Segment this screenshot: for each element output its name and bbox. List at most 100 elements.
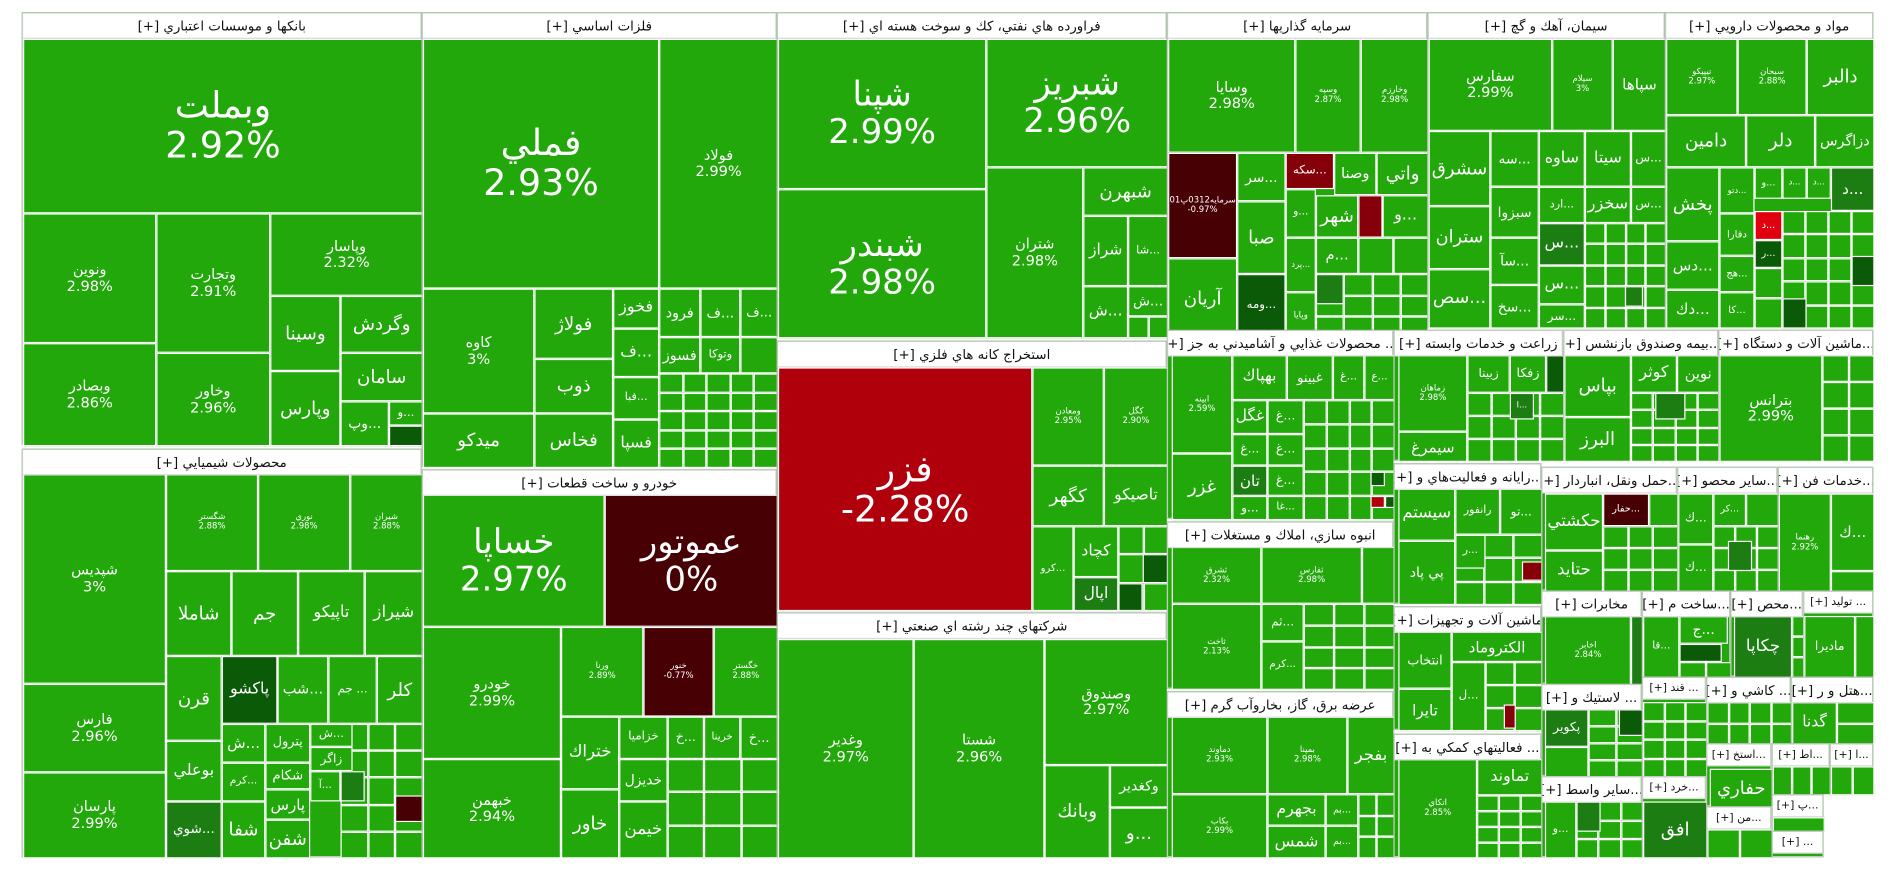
small-stock-tile[interactable] xyxy=(1334,625,1365,647)
stock-tile[interactable]: ختراك xyxy=(561,716,620,790)
stock-tile[interactable]: پترول xyxy=(265,723,311,763)
small-stock-tile[interactable] xyxy=(1630,427,1654,445)
small-stock-tile[interactable] xyxy=(1303,603,1335,626)
stock-tile[interactable]: دلر xyxy=(1746,115,1816,168)
small-stock-tile[interactable] xyxy=(1520,826,1543,843)
stock-tile[interactable] xyxy=(1727,540,1753,572)
sector-header[interactable]: بانکها و موسسات اعتباري [+] xyxy=(23,13,421,39)
small-stock-tile[interactable] xyxy=(754,373,778,393)
small-stock-tile[interactable] xyxy=(1630,444,1654,462)
stock-tile[interactable]: سشرق xyxy=(1428,130,1491,207)
stock-tile[interactable]: بكاب 2.99% xyxy=(1171,794,1268,859)
small-stock-tile[interactable] xyxy=(1605,286,1626,308)
small-stock-tile[interactable] xyxy=(1603,548,1629,570)
small-stock-tile[interactable] xyxy=(1756,569,1779,592)
small-stock-tile[interactable] xyxy=(1477,842,1499,859)
small-stock-tile[interactable] xyxy=(1344,274,1373,296)
small-stock-tile[interactable] xyxy=(1349,496,1372,521)
small-stock-tile[interactable] xyxy=(754,392,778,412)
small-stock-tile[interactable] xyxy=(1513,534,1543,559)
stock-tile[interactable]: ...سه xyxy=(1490,130,1539,187)
stock-tile[interactable]: خودرو 2.99% xyxy=(422,626,562,760)
stock-tile[interactable]: ...ش xyxy=(221,723,266,763)
small-stock-tile[interactable] xyxy=(1540,438,1565,462)
small-stock-tile[interactable] xyxy=(367,777,396,805)
stock-tile[interactable]: فخوز xyxy=(613,288,660,329)
stock-tile[interactable]: حكشتي xyxy=(1544,493,1604,551)
stock-tile[interactable]: سيستم xyxy=(1398,488,1456,541)
small-stock-tile[interactable] xyxy=(1349,472,1372,497)
small-stock-tile[interactable] xyxy=(1664,702,1686,721)
sector-header[interactable]: ... محصولات غذايي و آشاميدني به جز [+] xyxy=(1168,331,1393,357)
stock-tile[interactable]: ...م xyxy=(1315,237,1359,275)
stock-tile[interactable]: زفكا xyxy=(1509,355,1547,393)
stock-tile[interactable]: ...ش xyxy=(1128,286,1169,317)
stock-tile[interactable]: ...حفار xyxy=(1603,493,1650,527)
stock-tile[interactable]: وخارزم 2.98% xyxy=(1360,38,1429,153)
small-stock-tile[interactable] xyxy=(1584,223,1606,245)
small-stock-tile[interactable] xyxy=(1735,569,1757,592)
small-stock-tile[interactable] xyxy=(706,449,731,469)
small-stock-tile[interactable] xyxy=(1615,743,1644,761)
stock-tile[interactable] xyxy=(1655,392,1686,420)
small-stock-tile[interactable] xyxy=(1514,708,1543,732)
stock-tile[interactable]: ...غ xyxy=(1332,355,1365,401)
small-stock-tile[interactable] xyxy=(1649,493,1679,527)
stock-tile[interactable]: الكتروماد xyxy=(1451,631,1543,663)
small-stock-tile[interactable] xyxy=(1349,400,1372,425)
stock-tile[interactable]: ...ع xyxy=(1364,355,1395,401)
sector-header[interactable]: ...من [+] xyxy=(1707,807,1771,830)
small-stock-tile[interactable] xyxy=(1697,427,1720,445)
stock-tile[interactable]: ونوين 2.98% xyxy=(23,213,157,344)
small-stock-tile[interactable] xyxy=(1393,237,1429,275)
sector-header[interactable]: شركتهاي چند رشته اي صنعتي [+] xyxy=(777,613,1166,639)
small-stock-tile[interactable] xyxy=(1515,438,1541,462)
sector-header[interactable]: ...بيمه وصندوق بازنشس [+] xyxy=(1564,331,1717,357)
stock-tile[interactable]: كوثر xyxy=(1630,355,1677,393)
small-stock-tile[interactable] xyxy=(1822,435,1849,462)
small-stock-tile[interactable] xyxy=(367,750,396,778)
small-stock-tile[interactable] xyxy=(659,430,683,450)
small-stock-tile[interactable] xyxy=(1118,583,1143,612)
small-stock-tile[interactable] xyxy=(1754,298,1783,329)
stock-tile[interactable] xyxy=(388,425,423,447)
stock-tile[interactable]: شراز xyxy=(1083,215,1129,287)
small-stock-tile[interactable] xyxy=(1498,842,1521,859)
stock-tile[interactable]: ستران xyxy=(1428,206,1491,270)
stock-tile[interactable]: بجهرم xyxy=(1267,794,1326,826)
small-stock-tile[interactable] xyxy=(659,392,683,412)
stock-tile[interactable]: شپنا 2.99% xyxy=(777,38,987,190)
small-stock-tile[interactable] xyxy=(1851,255,1875,287)
small-stock-tile[interactable] xyxy=(1828,234,1852,258)
small-stock-tile[interactable] xyxy=(1605,223,1626,245)
sector-header[interactable]: ...ساخت م [+] xyxy=(1643,591,1730,618)
stock-tile[interactable]: ...سر xyxy=(1538,304,1585,329)
small-stock-tile[interactable] xyxy=(1303,448,1327,473)
stock-tile[interactable]: ...و xyxy=(1382,195,1429,238)
stock-tile[interactable]: چكاپا xyxy=(1733,615,1793,678)
stock-tile[interactable]: ...غ xyxy=(1232,434,1268,466)
small-stock-tile[interactable] xyxy=(1822,408,1849,436)
small-stock-tile[interactable] xyxy=(730,373,755,393)
stock-tile[interactable]: بمپنا 2.98% xyxy=(1267,716,1348,795)
stock-tile[interactable]: سيمرغ xyxy=(1398,431,1468,462)
stock-tile[interactable]: ذوب xyxy=(534,358,614,414)
small-stock-tile[interactable] xyxy=(367,804,396,832)
small-stock-tile[interactable] xyxy=(1728,723,1750,745)
small-stock-tile[interactable] xyxy=(1603,526,1629,549)
small-stock-tile[interactable] xyxy=(1643,758,1665,778)
sector-header[interactable]: ...رايانه و فعاليت‌هاي و [+] xyxy=(1394,464,1541,490)
small-stock-tile[interactable] xyxy=(1128,316,1149,339)
stock-tile[interactable]: گدنا xyxy=(1792,702,1837,745)
stock-tile[interactable]: فولاد 2.99% xyxy=(659,38,778,289)
small-stock-tile[interactable] xyxy=(1828,210,1852,235)
stock-tile[interactable]: سيتا xyxy=(1584,130,1631,187)
small-stock-tile[interactable] xyxy=(1584,307,1606,329)
small-stock-tile[interactable] xyxy=(1118,554,1144,583)
small-stock-tile[interactable] xyxy=(1361,546,1395,604)
stock-tile[interactable]: تان xyxy=(1232,465,1268,496)
stock-tile[interactable]: دماوند 2.93% xyxy=(1171,716,1268,795)
stock-tile[interactable]: تاپيكو xyxy=(298,571,365,656)
small-stock-tile[interactable] xyxy=(367,831,396,859)
stock-tile[interactable]: ...وپ xyxy=(340,401,389,447)
